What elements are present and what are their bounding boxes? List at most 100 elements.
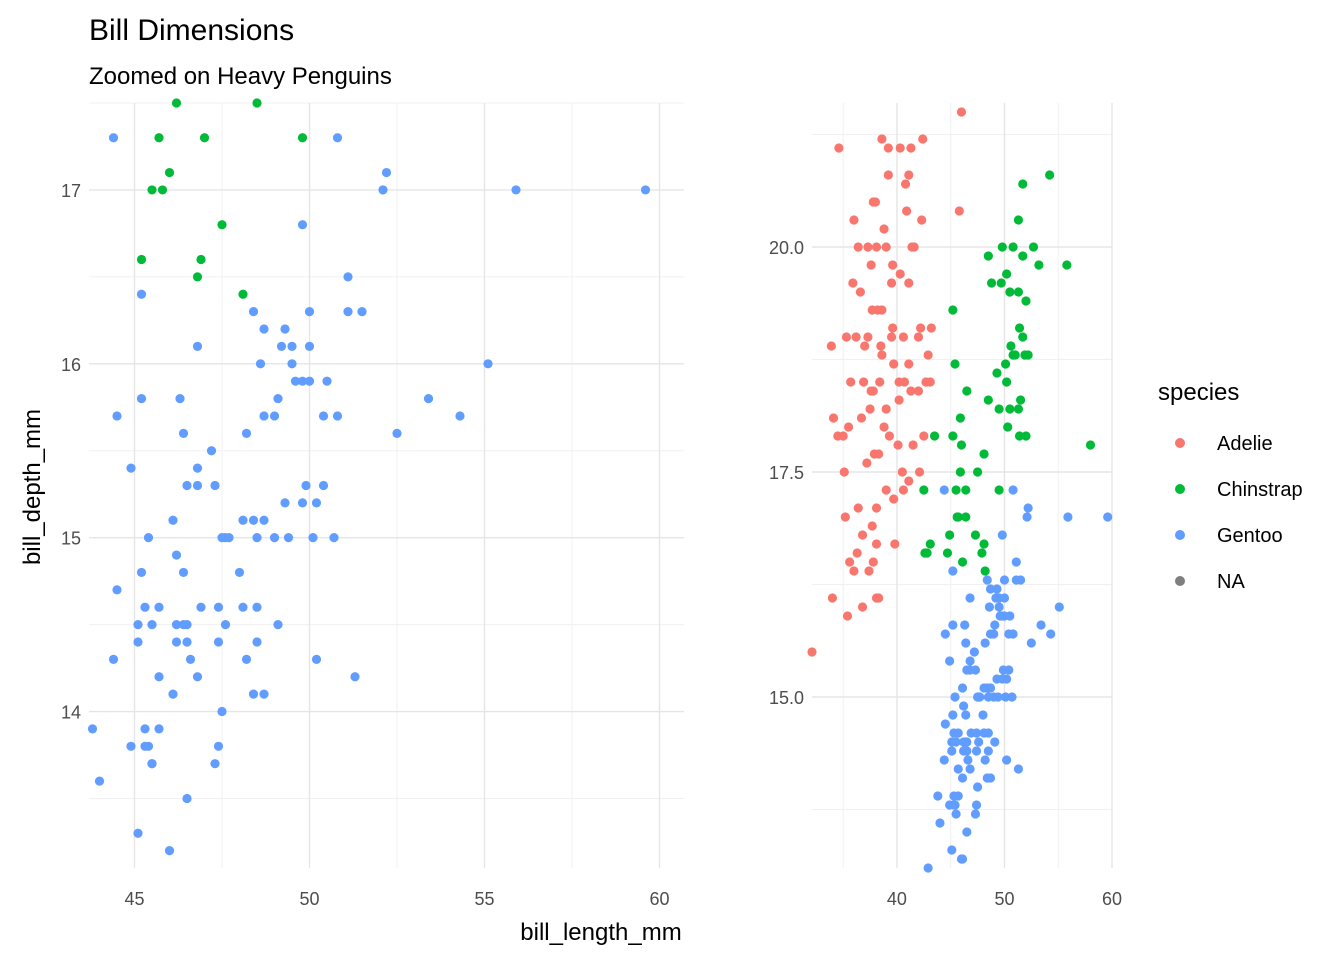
data-point <box>883 170 893 180</box>
data-point <box>828 413 839 423</box>
data-point <box>866 260 876 270</box>
data-point <box>350 672 360 682</box>
data-point <box>994 404 1004 414</box>
data-point <box>807 647 817 657</box>
legend-entries: Adelie Chinstrap Gentoo NA <box>1175 433 1303 593</box>
data-point <box>147 185 157 195</box>
data-point <box>171 637 182 647</box>
data-point <box>1022 512 1032 522</box>
data-point <box>290 376 301 386</box>
data-point <box>248 515 259 525</box>
data-point <box>841 332 852 342</box>
data-point <box>997 530 1007 540</box>
data-point <box>957 683 968 693</box>
x-tick-label: 50 <box>299 889 319 909</box>
data-point <box>108 133 119 143</box>
data-point <box>248 689 259 699</box>
data-point <box>241 428 252 438</box>
data-point <box>870 197 881 207</box>
data-point <box>877 134 887 144</box>
data-point <box>857 602 868 612</box>
chart-subtitle: Zoomed on Heavy Penguins <box>89 63 392 90</box>
data-point <box>1016 575 1026 585</box>
data-point <box>906 143 916 153</box>
data-point <box>883 143 893 153</box>
data-point <box>999 575 1010 585</box>
legend-key <box>1175 438 1185 448</box>
data-point <box>332 133 343 143</box>
y-tick-label: 14 <box>61 703 81 723</box>
data-point <box>297 220 308 230</box>
data-point <box>112 585 122 595</box>
data-point <box>868 557 878 567</box>
data-point <box>983 251 993 261</box>
data-point <box>904 476 914 486</box>
data-point <box>311 654 322 664</box>
data-point <box>252 533 262 543</box>
data-point <box>886 278 897 288</box>
data-point <box>948 710 958 720</box>
data-point <box>957 854 968 864</box>
data-point <box>972 467 983 477</box>
data-point <box>147 759 157 769</box>
data-point <box>886 332 897 342</box>
data-point <box>913 332 924 342</box>
data-point <box>1103 512 1113 522</box>
data-point <box>871 593 882 603</box>
data-point <box>933 791 943 801</box>
data-point <box>971 800 982 810</box>
data-point <box>220 619 231 630</box>
data-point <box>136 254 147 265</box>
data-point <box>297 498 308 508</box>
data-point <box>1016 395 1026 405</box>
data-point <box>849 566 859 576</box>
data-point <box>1036 620 1046 630</box>
data-point <box>953 728 963 738</box>
data-point <box>985 683 996 693</box>
data-point <box>979 449 989 459</box>
data-point <box>957 773 968 783</box>
data-point <box>899 377 910 387</box>
data-point <box>297 376 308 386</box>
data-point <box>853 242 863 252</box>
data-point <box>990 737 1000 747</box>
data-point <box>851 332 861 342</box>
data-point <box>304 341 315 352</box>
data-point <box>1005 287 1015 297</box>
legend-key <box>1175 576 1185 586</box>
data-point <box>970 665 981 675</box>
data-point <box>252 98 262 108</box>
data-point <box>1008 629 1018 639</box>
y-tick-label: 17.5 <box>769 463 804 483</box>
data-point <box>171 619 182 630</box>
data-point <box>989 629 999 639</box>
legend-label: Chinstrap <box>1217 479 1303 501</box>
data-point <box>332 411 343 421</box>
data-point <box>965 764 975 774</box>
data-point <box>951 485 961 495</box>
data-point <box>921 377 931 387</box>
data-point <box>1023 503 1033 513</box>
data-point <box>182 793 192 804</box>
data-point <box>1026 638 1036 648</box>
data-point <box>919 431 929 441</box>
data-point <box>192 463 203 473</box>
data-point <box>948 431 958 441</box>
data-point <box>1013 404 1024 414</box>
data-point <box>994 485 1004 495</box>
data-point <box>343 307 353 317</box>
data-point <box>993 692 1003 702</box>
data-point <box>210 480 220 491</box>
data-point <box>845 557 855 567</box>
data-point <box>889 494 899 504</box>
data-point <box>955 413 965 423</box>
data-point <box>838 431 848 441</box>
data-point <box>999 593 1010 603</box>
data-point <box>956 440 967 450</box>
data-point <box>136 567 147 578</box>
data-point <box>178 567 189 578</box>
data-point <box>916 323 926 333</box>
data-point <box>175 393 185 404</box>
data-point <box>392 428 402 438</box>
data-point <box>1008 242 1018 252</box>
